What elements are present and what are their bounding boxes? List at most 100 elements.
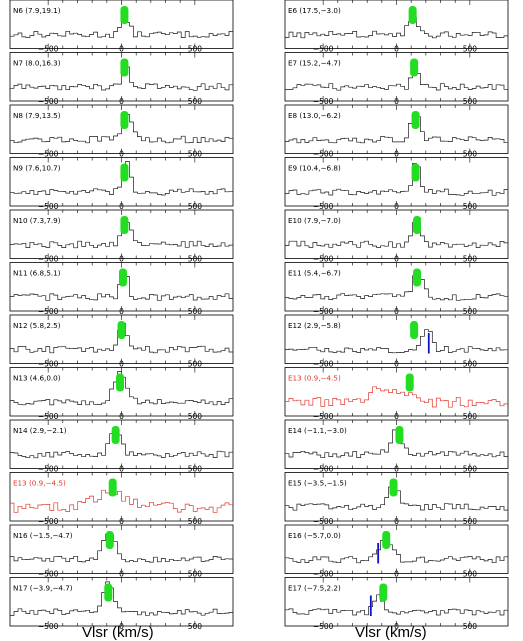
x-tick-label: 0 (394, 97, 399, 106)
x-tick-label: 0 (394, 307, 399, 316)
x-tick-label: 500 (463, 360, 478, 369)
x-tick-label: −500 (313, 517, 334, 526)
x-tick-label: −500 (313, 202, 334, 211)
x-tick-label: 500 (188, 97, 203, 106)
velocity-marker (120, 58, 129, 77)
panel-label: E17 (−7.5,2.2) (288, 584, 341, 593)
velocity-marker (104, 583, 113, 602)
x-tick-label: −500 (313, 465, 334, 474)
panel-label: E12 (2.9,−5.8) (288, 321, 341, 330)
velocity-marker (411, 163, 420, 182)
x-tick-label: −500 (313, 622, 334, 631)
panel-label: N6 (7.9,19.1) (13, 6, 61, 15)
x-tick-label: −500 (313, 360, 334, 369)
x-tick-label: 0 (119, 150, 124, 159)
x-tick-label: 500 (188, 202, 203, 211)
x-tick-label: 0 (119, 517, 124, 526)
velocity-marker (382, 531, 391, 549)
spectrum-line (10, 427, 233, 459)
x-tick-label: 0 (394, 622, 399, 631)
x-tick-label: 500 (188, 412, 203, 421)
velocity-marker (111, 426, 120, 444)
x-tick-label: 500 (188, 255, 203, 264)
x-tick-label: −500 (38, 570, 59, 579)
spectrum-line (10, 533, 233, 563)
spectrum-line (285, 163, 508, 196)
velocity-marker (389, 478, 398, 497)
x-tick-label: 0 (394, 45, 399, 54)
x-tick-label: 0 (394, 360, 399, 369)
panel-label: E8 (13.0,−6.2) (288, 111, 341, 120)
panel-label: E14 (−1.1,−3.0) (288, 426, 347, 435)
panel-label: N13 (4.6,0.0) (13, 374, 61, 383)
panel-label: N12 (5.8,2.5) (13, 321, 61, 330)
panel-label: N16 (−1.5,−4.7) (13, 531, 73, 540)
velocity-marker (411, 111, 420, 129)
x-tick-label: −500 (313, 97, 334, 106)
x-tick-label: 0 (394, 570, 399, 579)
x-tick-label: 500 (463, 465, 478, 474)
spectrum-line (10, 66, 233, 91)
x-tick-label: 0 (394, 150, 399, 159)
x-tick-label: −500 (313, 255, 334, 264)
x-tick-label: −500 (38, 97, 59, 106)
x-tick-label: −500 (38, 45, 59, 54)
x-tick-label: 0 (119, 570, 124, 579)
x-tick-label: 0 (119, 97, 124, 106)
velocity-marker (408, 6, 417, 24)
velocity-marker (118, 268, 127, 287)
x-tick-label: 500 (188, 517, 203, 526)
x-tick-label: 500 (463, 307, 478, 316)
x-tick-label: −500 (38, 517, 59, 526)
velocity-marker (116, 373, 125, 392)
panel-label: E6 (17.5,−3.0) (288, 6, 341, 15)
x-tick-label: 0 (119, 622, 124, 631)
spectrum-line (10, 581, 233, 616)
velocity-marker (105, 531, 114, 549)
panel-label: E9 (10.4,−6.8) (288, 164, 341, 173)
panel-label: N8 (7.9,13.5) (13, 111, 61, 120)
x-tick-label: −500 (313, 45, 334, 54)
x-tick-label: 0 (394, 412, 399, 421)
spectrum-line (10, 489, 233, 513)
x-tick-label: 500 (188, 360, 203, 369)
x-tick-label: −500 (38, 202, 59, 211)
x-tick-label: −500 (38, 150, 59, 159)
x-tick-label: −500 (313, 412, 334, 421)
x-tick-label: 0 (394, 465, 399, 474)
panel-label: N14 (2.9,−2.1) (13, 426, 67, 435)
x-tick-label: 500 (463, 97, 478, 106)
velocity-marker (413, 268, 422, 287)
x-tick-label: 0 (394, 255, 399, 264)
x-tick-label: 0 (119, 307, 124, 316)
velocity-marker (120, 6, 129, 24)
x-tick-label: 500 (463, 412, 478, 421)
spectrum-line (10, 371, 233, 406)
x-tick-label: 500 (188, 570, 203, 579)
spectrum-line (285, 273, 508, 301)
x-tick-label: 500 (463, 255, 478, 264)
panel-label: N7 (8.0,16.3) (13, 59, 61, 68)
panel-label: E7 (15.2,−4.7) (288, 59, 341, 68)
velocity-marker (379, 583, 388, 602)
x-tick-label: −500 (38, 360, 59, 369)
spectrum-line (285, 112, 508, 144)
x-tick-label: 0 (119, 360, 124, 369)
velocity-marker (120, 111, 129, 129)
x-tick-label: −500 (38, 465, 59, 474)
velocity-marker (120, 163, 129, 182)
right-x-axis-label: Vlsr (km/s) (355, 624, 427, 641)
panel-label: N9 (7.6,10.7) (13, 164, 61, 173)
spectrum-line (285, 594, 508, 616)
x-tick-label: −500 (38, 412, 59, 421)
panel-label: E10 (7.9,−7.0) (288, 216, 341, 225)
velocity-marker (410, 321, 419, 339)
x-tick-label: −500 (38, 307, 59, 316)
panel-label: E15 (−3.5,−1.5) (288, 479, 347, 488)
x-tick-label: 500 (463, 202, 478, 211)
spectrum-line (285, 16, 508, 39)
panel-label: N11 (6.8,5.1) (13, 269, 61, 278)
x-tick-label: 500 (463, 517, 478, 526)
x-tick-label: 500 (188, 150, 203, 159)
velocity-marker (413, 216, 422, 234)
